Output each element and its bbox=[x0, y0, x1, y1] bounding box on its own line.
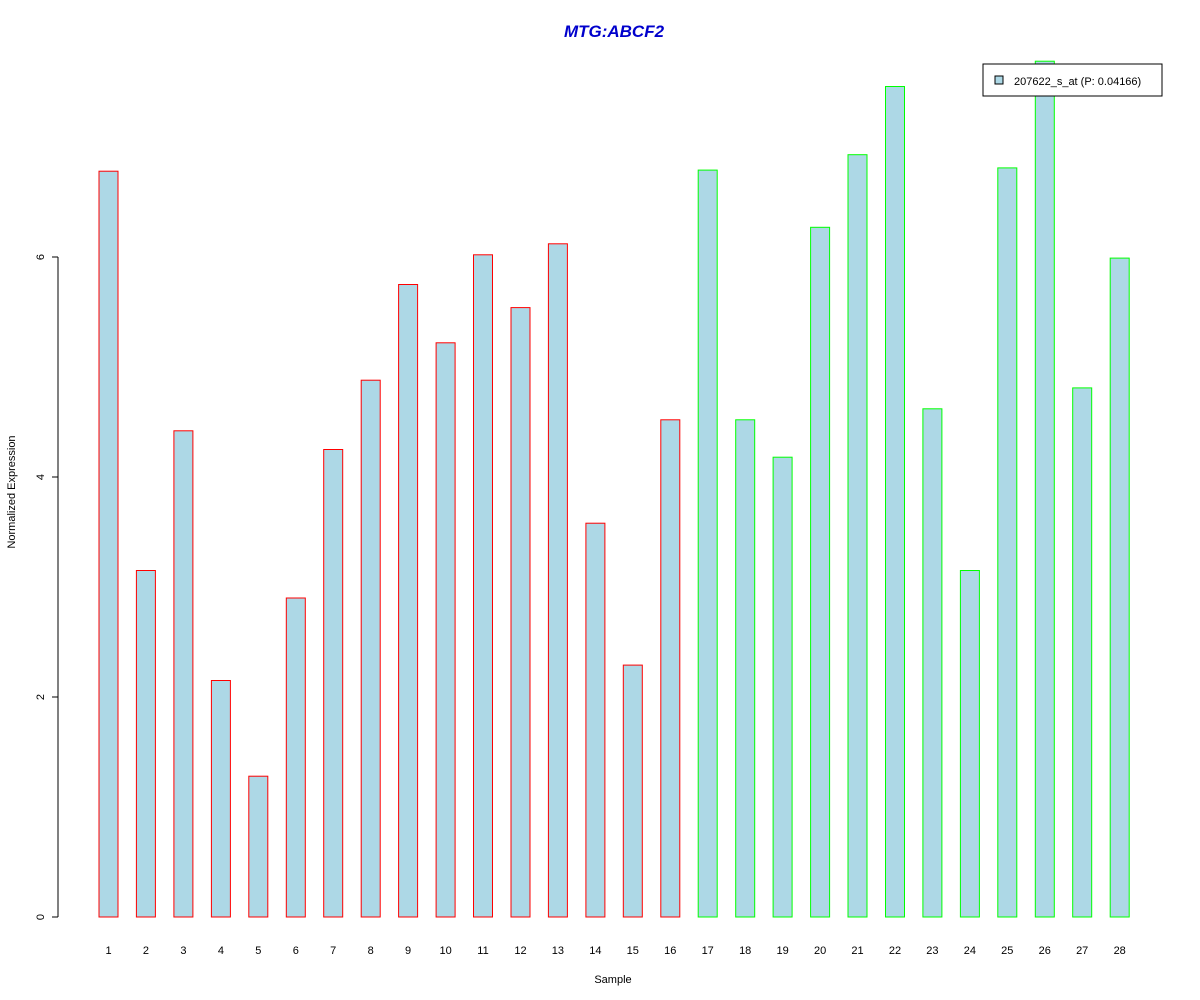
y-tick-label: 6 bbox=[35, 254, 47, 260]
x-tick-label: 18 bbox=[739, 945, 751, 957]
x-tick-label: 28 bbox=[1114, 945, 1126, 957]
bar bbox=[210, 680, 231, 918]
bar bbox=[885, 86, 905, 918]
x-tick-label: 26 bbox=[1039, 945, 1051, 957]
bar bbox=[1072, 387, 1093, 918]
bar bbox=[135, 570, 156, 918]
bars bbox=[98, 60, 1130, 918]
x-tick-label: 24 bbox=[964, 945, 976, 957]
bar bbox=[248, 775, 269, 918]
x-tick-label: 4 bbox=[218, 945, 224, 957]
x-tick-label: 23 bbox=[926, 945, 938, 957]
bar bbox=[959, 570, 980, 918]
bar bbox=[323, 449, 344, 918]
x-tick-label: 1 bbox=[105, 945, 111, 957]
bar bbox=[360, 379, 381, 918]
x-tick-label: 3 bbox=[180, 945, 186, 957]
x-tick-label: 16 bbox=[664, 945, 676, 957]
bar bbox=[997, 167, 1018, 918]
x-tick-label: 9 bbox=[405, 945, 411, 957]
bar bbox=[697, 169, 718, 918]
x-tick-label: 20 bbox=[814, 945, 826, 957]
legend-box bbox=[982, 63, 1163, 97]
x-tick-label: 15 bbox=[627, 945, 639, 957]
bar bbox=[1109, 257, 1130, 918]
x-tick-label: 12 bbox=[514, 945, 526, 957]
x-tick-labels: 1 2 3 4 5 6 7 8 9 10 11 12 13 14 15 16 17 18 19 20 21 22 23 24 2… bbox=[105, 945, 1125, 957]
y-axis-label: Normalized Expression bbox=[6, 435, 18, 548]
y-axis: 0 2 4 6 bbox=[35, 254, 59, 920]
bar bbox=[473, 254, 493, 918]
y-tick-label: 2 bbox=[35, 694, 47, 700]
x-tick-label: 6 bbox=[293, 945, 299, 957]
x-tick-label: 10 bbox=[439, 945, 451, 957]
x-axis-label: Sample bbox=[594, 974, 631, 986]
bar bbox=[1034, 60, 1055, 918]
bar bbox=[173, 430, 194, 918]
bar bbox=[398, 284, 419, 918]
x-tick-label: 17 bbox=[702, 945, 714, 957]
bar bbox=[547, 243, 568, 918]
x-tick-label: 5 bbox=[255, 945, 261, 957]
x-tick-label: 14 bbox=[589, 945, 601, 957]
bar bbox=[435, 342, 456, 918]
bar bbox=[585, 522, 606, 918]
y-tick-label: 4 bbox=[35, 474, 47, 480]
x-tick-label: 7 bbox=[330, 945, 336, 957]
bar bbox=[772, 456, 793, 918]
bar bbox=[810, 226, 831, 918]
legend-swatch bbox=[994, 75, 1004, 85]
bar bbox=[922, 408, 943, 918]
x-tick-label: 27 bbox=[1076, 945, 1088, 957]
x-tick-label: 11 bbox=[477, 945, 488, 957]
legend-entry: 207622_s_at (P: 0.04166) bbox=[1014, 76, 1141, 88]
x-tick-label: 13 bbox=[552, 945, 564, 957]
chart-title: MTG:ABCF2 bbox=[564, 22, 665, 41]
bar bbox=[622, 664, 643, 918]
legend: 207622_s_at (P: 0.04166) bbox=[982, 63, 1163, 97]
x-tick-label: 21 bbox=[851, 945, 863, 957]
x-tick-label: 22 bbox=[889, 945, 901, 957]
x-tick-label: 19 bbox=[776, 945, 788, 957]
bar bbox=[510, 307, 531, 918]
y-tick-label: 0 bbox=[35, 914, 47, 920]
bar bbox=[735, 419, 756, 918]
bar bbox=[660, 419, 681, 918]
x-tick-label: 2 bbox=[143, 945, 149, 957]
bar bbox=[98, 170, 119, 918]
bar bbox=[285, 597, 306, 918]
x-tick-label: 8 bbox=[368, 945, 374, 957]
bar bbox=[847, 154, 868, 918]
x-tick-label: 25 bbox=[1001, 945, 1013, 957]
